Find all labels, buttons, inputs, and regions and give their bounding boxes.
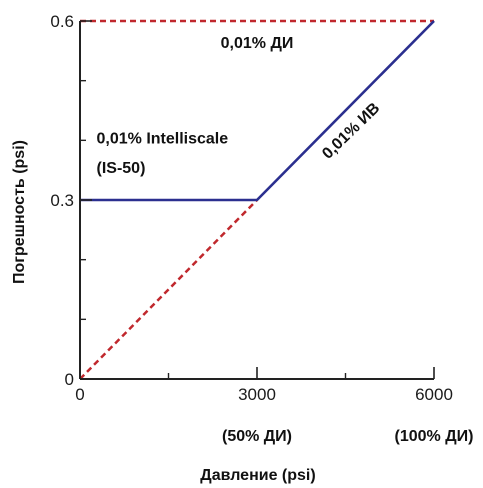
x-axis-title: Давление (psi)	[200, 467, 315, 484]
x-tick-sublabel: (50% ДИ)	[222, 428, 292, 445]
annotation-label: 0,01% ДИ	[221, 35, 294, 52]
y-axis-title: Погрешность (psi)	[11, 140, 28, 284]
y-tick-label: 0.6	[50, 12, 74, 31]
annotation-label: 0,01% Intelliscale	[97, 130, 229, 147]
annotation-label: (IS-50)	[97, 160, 146, 177]
y-tick-label: 0.3	[50, 191, 74, 210]
y-tick-label: 0	[65, 370, 74, 389]
x-tick-label: 3000	[238, 385, 276, 404]
series-line-2	[80, 20, 435, 202]
series-layer	[79, 19, 435, 380]
x-tick-sublabel: (100% ДИ)	[395, 428, 474, 445]
x-tick-label: 0	[75, 385, 84, 404]
x-tick-label: 6000	[415, 385, 453, 404]
ticks-layer: 0 0.3 0.6 0 3000 6000 (50% ДИ) (100% ДИ)	[50, 12, 473, 445]
series-line-1	[79, 199, 258, 380]
